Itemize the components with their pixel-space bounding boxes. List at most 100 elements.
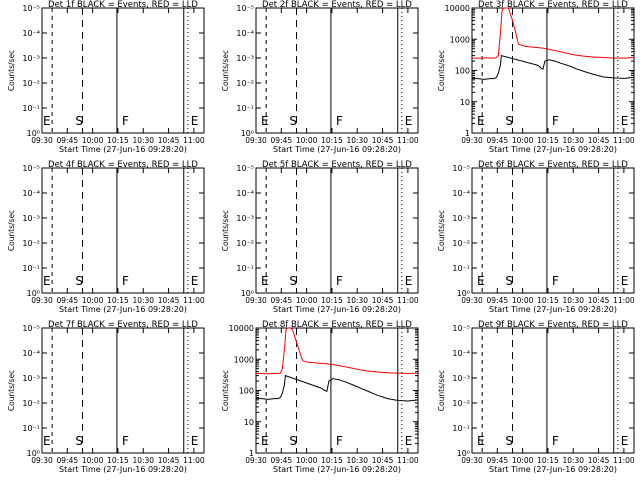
x-tick-label: 09:45 xyxy=(57,456,79,465)
x-tick-label: 11:00 xyxy=(613,296,635,305)
y-tick-label: 10⁻³ xyxy=(22,374,40,383)
y-axis-label: Counts/sec xyxy=(221,210,230,251)
x-tick-label: 10:45 xyxy=(158,296,180,305)
y-tick-label: 10⁻⁴ xyxy=(452,349,470,358)
y-axis-label: Counts/sec xyxy=(7,50,16,91)
plot-frame xyxy=(255,7,419,134)
y-tick-label: 10 xyxy=(244,418,254,427)
y-axis-label: Counts/sec xyxy=(221,50,230,91)
x-tick-label: 11:00 xyxy=(613,136,635,145)
x-tick-label: 10:30 xyxy=(132,456,154,465)
x-tick-label: 11:00 xyxy=(397,136,419,145)
plot-frame xyxy=(471,167,635,294)
detector-panel-4: Det 4f BLACK = Events, RED = LLD 10⁰ 10⁻¹ 1… xyxy=(7,160,205,314)
x-tick-label: 10:00 xyxy=(512,136,534,145)
y-tick-label: 10⁻² xyxy=(22,399,40,408)
x-tick-label: 10:15 xyxy=(537,136,559,145)
detector-panel-8: Det 8f BLACK = Events, RED = LLD 1 10 100 10… xyxy=(221,320,419,474)
event-marker: E xyxy=(191,114,199,128)
y-tick-label: 10 xyxy=(460,98,470,107)
detector-panel-5: Det 5f BLACK = Events, RED = LLD 10⁰ 10⁻¹ 1… xyxy=(221,160,419,314)
event-marker: E xyxy=(191,274,199,288)
y-tick-label: 10⁻² xyxy=(452,399,470,408)
y-tick-label: 10⁻³ xyxy=(22,54,40,63)
event-marker: F xyxy=(122,274,129,288)
x-tick-label: 09:30 xyxy=(461,136,483,145)
y-tick-label: 10⁻³ xyxy=(236,54,254,63)
y-tick-label: 10⁻⁴ xyxy=(452,189,470,198)
panel-title: Det 9f BLACK = Events, RED = LLD xyxy=(478,320,628,330)
x-tick-label: 09:45 xyxy=(271,136,293,145)
x-tick-label: 09:30 xyxy=(31,296,53,305)
x-tick-label: 11:00 xyxy=(183,136,205,145)
x-tick-label: 10:45 xyxy=(372,456,394,465)
x-tick-label: 10:45 xyxy=(588,296,610,305)
event-marker: S xyxy=(75,434,83,448)
y-axis-label: Counts/sec xyxy=(437,210,446,251)
x-tick-label: 10:15 xyxy=(537,456,559,465)
event-marker: F xyxy=(552,434,559,448)
event-marker: E xyxy=(405,114,413,128)
x-tick-label: 10:00 xyxy=(296,456,318,465)
plot-frame xyxy=(471,327,635,454)
x-tick-label: 10:00 xyxy=(512,456,534,465)
y-tick-label: 10⁰ xyxy=(27,449,40,458)
x-tick-label: 10:15 xyxy=(107,136,129,145)
x-tick-label: 10:45 xyxy=(372,136,394,145)
x-tick-label: 10:00 xyxy=(82,296,104,305)
plot-frame xyxy=(41,327,205,454)
x-tick-label: 10:45 xyxy=(588,136,610,145)
x-tick-label: 10:30 xyxy=(346,296,368,305)
y-axis-label: Counts/sec xyxy=(221,370,230,411)
event-marker: F xyxy=(336,114,343,128)
event-marker: E xyxy=(43,114,51,128)
y-tick-label: 1000 xyxy=(234,355,254,364)
x-tick-label: 10:30 xyxy=(346,456,368,465)
event-marker: F xyxy=(122,434,129,448)
x-tick-label: 10:45 xyxy=(158,456,180,465)
panel-title: Det 2f BLACK = Events, RED = LLD xyxy=(262,0,412,10)
event-marker: E xyxy=(405,274,413,288)
event-marker: E xyxy=(43,434,51,448)
event-marker: S xyxy=(289,114,297,128)
event-marker: E xyxy=(621,434,629,448)
y-tick-label: 10⁻⁵ xyxy=(236,4,254,13)
x-tick-label: 10:15 xyxy=(107,296,129,305)
y-tick-label: 10⁻⁵ xyxy=(452,324,470,333)
x-axis-label: Start Time (27-Jun-16 09:28:20) xyxy=(489,145,617,154)
event-marker: F xyxy=(552,114,559,128)
event-marker: F xyxy=(336,274,343,288)
y-tick-label: 1 xyxy=(465,129,470,138)
event-marker: E xyxy=(477,274,485,288)
x-axis-label: Start Time (27-Jun-16 09:28:20) xyxy=(273,465,401,474)
x-tick-label: 10:30 xyxy=(346,136,368,145)
x-tick-label: 09:45 xyxy=(487,296,509,305)
detector-panel-6: Det 6f BLACK = Events, RED = LLD 10⁰ 10⁻¹ 1… xyxy=(437,160,635,314)
y-tick-label: 10⁻⁵ xyxy=(452,164,470,173)
y-tick-label: 10⁻⁵ xyxy=(236,164,254,173)
y-tick-label: 10⁰ xyxy=(457,449,470,458)
x-tick-label: 11:00 xyxy=(183,296,205,305)
y-tick-label: 100 xyxy=(239,387,254,396)
x-tick-label: 10:15 xyxy=(321,296,343,305)
detector-panel-7: Det 7f BLACK = Events, RED = LLD 10⁰ 10⁻¹ 1… xyxy=(7,320,205,474)
x-tick-label: 10:30 xyxy=(562,136,584,145)
x-tick-label: 11:00 xyxy=(613,456,635,465)
event-marker: E xyxy=(477,434,485,448)
x-tick-label: 10:00 xyxy=(512,296,534,305)
x-tick-label: 09:45 xyxy=(271,296,293,305)
x-tick-label: 09:30 xyxy=(461,296,483,305)
event-marker: S xyxy=(75,274,83,288)
x-axis-label: Start Time (27-Jun-16 09:28:20) xyxy=(273,305,401,314)
x-tick-label: 11:00 xyxy=(397,296,419,305)
event-marker: E xyxy=(405,434,413,448)
y-tick-label: 10⁻³ xyxy=(452,214,470,223)
x-tick-label: 09:30 xyxy=(31,456,53,465)
plot-frame xyxy=(255,167,419,294)
y-tick-label: 10⁻⁴ xyxy=(22,189,40,198)
y-tick-label: 10⁻⁴ xyxy=(22,29,40,38)
detector-panel-3: Det 3f BLACK = Events, RED = LLD 1 10 100 10… xyxy=(437,0,635,154)
x-tick-label: 10:30 xyxy=(562,456,584,465)
x-tick-label: 11:00 xyxy=(183,456,205,465)
